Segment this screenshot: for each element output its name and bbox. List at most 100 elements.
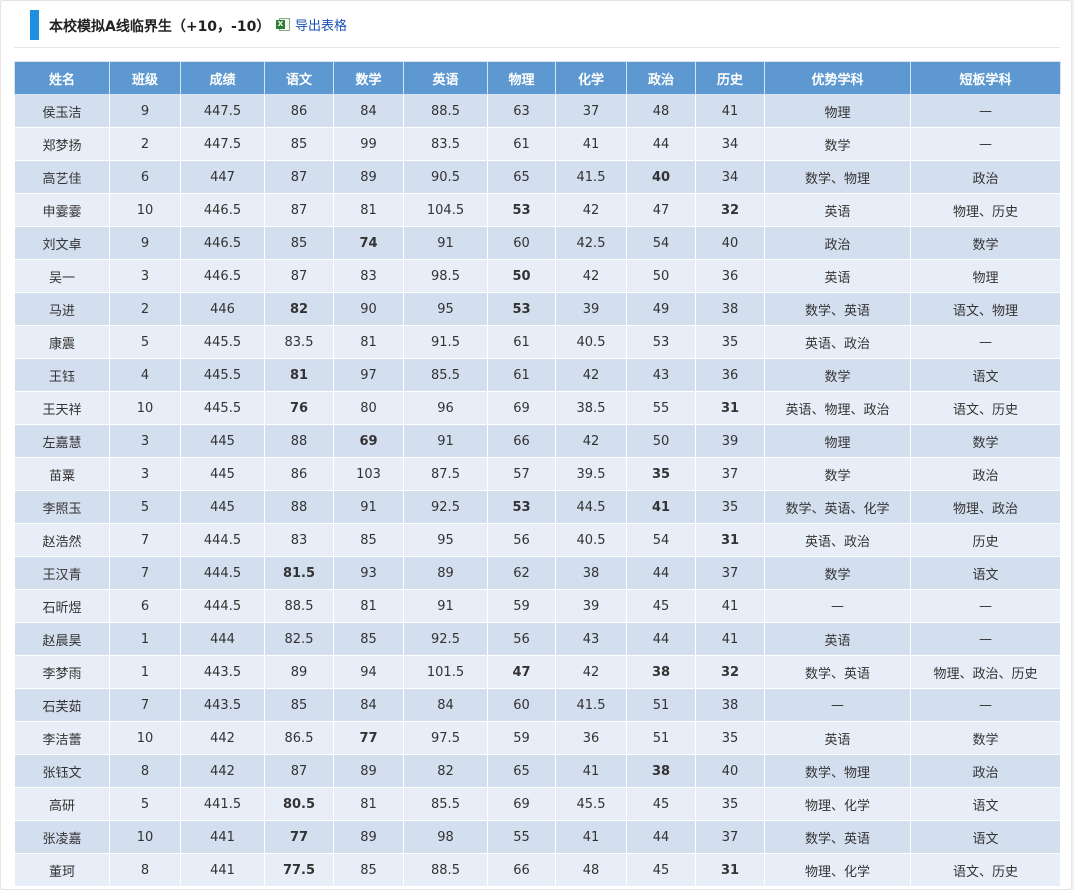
table-cell: 85.5 <box>403 358 488 392</box>
table-cell: 80.5 <box>264 787 334 821</box>
table-cell: 45 <box>626 853 696 887</box>
table-row: 王天祥 10 445.5 76 80 96 69 38.5 55 31 英语、物理、政治 语文、历史 <box>14 391 1061 425</box>
table-cell: 84 <box>333 94 404 128</box>
table-cell: 88.5 <box>403 94 488 128</box>
table-cell: 申霎霎 <box>14 193 110 227</box>
table-cell: 66 <box>487 853 556 887</box>
table-cell: 89 <box>264 655 334 689</box>
table-cell: 60 <box>487 226 556 260</box>
table-cell: 88 <box>264 424 334 458</box>
table-cell: 37 <box>695 457 765 491</box>
table-row: 康震 5 445.5 83.5 81 91.5 61 40.5 53 35 英语、政治 — <box>14 325 1061 359</box>
table-cell: 446 <box>180 292 265 326</box>
table-cell: 2 <box>109 292 181 326</box>
table-cell: 54 <box>626 226 696 260</box>
table-cell: 85 <box>333 622 404 656</box>
table-cell: 7 <box>109 523 181 557</box>
table-row: 赵晨昊 1 444 82.5 85 92.5 56 43 44 41 英语 — <box>14 622 1061 656</box>
table-cell: 38 <box>626 655 696 689</box>
table-cell: 96 <box>403 391 488 425</box>
table-cell: 43 <box>555 622 627 656</box>
table-cell: 76 <box>264 391 334 425</box>
table-cell: — <box>910 622 1061 656</box>
table-row: 高艺佳 6 447 87 89 90.5 65 41.5 40 34 数学、物理 政治 <box>14 160 1061 194</box>
table-cell: 84 <box>403 688 488 722</box>
table-cell: 数学 <box>764 127 911 161</box>
column-header: 物理 <box>487 61 556 95</box>
table-cell: 吴一 <box>14 259 110 293</box>
table-cell: 语文 <box>910 820 1061 854</box>
table-cell: 马进 <box>14 292 110 326</box>
export-table-label[interactable]: 导出表格 <box>295 19 348 34</box>
column-header: 班级 <box>109 61 181 95</box>
table-cell: 1 <box>109 622 181 656</box>
table-row: 吴一 3 446.5 87 83 98.5 50 42 50 36 英语 物理 <box>14 259 1061 293</box>
table-cell: 张钰文 <box>14 754 110 788</box>
table-cell: 42 <box>555 358 627 392</box>
table-cell: 44.5 <box>555 490 627 524</box>
table-row: 董珂 8 441 77.5 85 88.5 66 48 45 31 物理、化学 语文、历史 <box>14 853 1061 887</box>
table-cell: 36 <box>695 259 765 293</box>
table-cell: 数学、英语 <box>764 655 911 689</box>
table-cell: 443.5 <box>180 655 265 689</box>
table-cell: 85 <box>264 688 334 722</box>
table-cell: 6 <box>109 160 181 194</box>
table-cell: 政治 <box>910 754 1061 788</box>
table-cell: 10 <box>109 820 181 854</box>
table-row: 侯玉洁 9 447.5 86 84 88.5 63 37 48 41 物理 — <box>14 94 1061 128</box>
column-header: 政治 <box>626 61 696 95</box>
table-cell: 63 <box>487 94 556 128</box>
table-cell: 86 <box>264 94 334 128</box>
table-cell: 442 <box>180 721 265 755</box>
table-row: 苗粟 3 445 86 103 87.5 57 39.5 35 37 数学 政治 <box>14 457 1061 491</box>
table-row: 王钰 4 445.5 81 97 85.5 61 42 43 36 数学 语文 <box>14 358 1061 392</box>
table-cell: 61 <box>487 127 556 161</box>
table-cell: 语文 <box>910 787 1061 821</box>
table-cell: 447.5 <box>180 127 265 161</box>
table-cell: 物理、历史 <box>910 193 1061 227</box>
table-cell: 86.5 <box>264 721 334 755</box>
table-cell: 物理 <box>764 424 911 458</box>
table-cell: 41 <box>555 127 627 161</box>
table-cell: 35 <box>626 457 696 491</box>
table-cell: 37 <box>695 556 765 590</box>
table-row: 李洁蕾 10 442 86.5 77 97.5 59 36 51 35 英语 数学 <box>14 721 1061 755</box>
table-cell: 95 <box>403 292 488 326</box>
table-cell: 97 <box>333 358 404 392</box>
table-cell: 48 <box>555 853 627 887</box>
table-row: 申霎霎 10 446.5 87 81 104.5 53 42 47 32 英语 物理、历史 <box>14 193 1061 227</box>
export-table-button[interactable]: X 导出表格 <box>276 15 347 34</box>
table-cell: 38 <box>695 688 765 722</box>
table-cell: 32 <box>695 193 765 227</box>
table-cell: 42 <box>555 259 627 293</box>
excel-icon: X <box>276 17 291 32</box>
table-cell: 数学、英语 <box>764 292 911 326</box>
table-cell: 65 <box>487 754 556 788</box>
table-cell: 35 <box>695 721 765 755</box>
table-cell: 39.5 <box>555 457 627 491</box>
table-cell: 李梦雨 <box>14 655 110 689</box>
table-cell: 56 <box>487 622 556 656</box>
table-cell: 91 <box>403 589 488 623</box>
table-cell: 5 <box>109 490 181 524</box>
table-cell: 445 <box>180 424 265 458</box>
table-cell: 61 <box>487 325 556 359</box>
table-cell: 34 <box>695 160 765 194</box>
table-cell: 57 <box>487 457 556 491</box>
table-row: 石芙茹 7 443.5 85 84 84 60 41.5 51 38— — <box>14 688 1061 722</box>
table-cell: 91 <box>403 424 488 458</box>
table-cell: 87 <box>264 754 334 788</box>
table-cell: 87.5 <box>403 457 488 491</box>
table-cell: 左嘉慧 <box>14 424 110 458</box>
table-cell: 英语 <box>764 622 911 656</box>
table-cell: 81 <box>333 325 404 359</box>
table-cell: 44 <box>626 556 696 590</box>
table-cell: 数学 <box>910 424 1061 458</box>
table-cell: 39 <box>555 292 627 326</box>
table-cell: 物理 <box>764 94 911 128</box>
table-cell: 41 <box>695 589 765 623</box>
table-cell: 8 <box>109 853 181 887</box>
table-cell: 89 <box>333 160 404 194</box>
table-cell: 36 <box>555 721 627 755</box>
page-header: 本校模拟A线临界生（+10，-10） X 导出表格 <box>1 1 1073 48</box>
